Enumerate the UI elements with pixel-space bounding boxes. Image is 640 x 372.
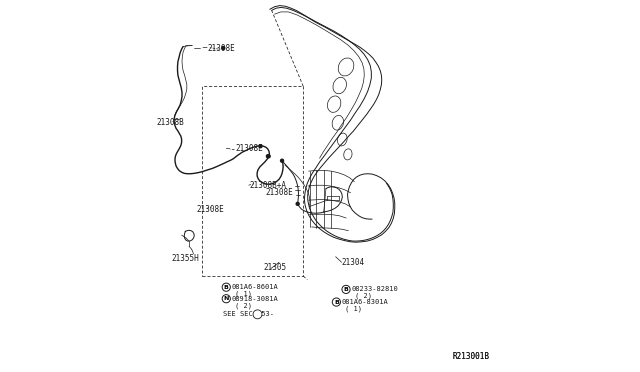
Circle shape [259, 145, 262, 148]
Text: 081A6-8301A: 081A6-8301A [342, 299, 388, 305]
Circle shape [332, 298, 340, 306]
Circle shape [222, 295, 230, 303]
Text: SEE SEC.253-: SEE SEC.253- [223, 311, 273, 317]
Text: 21355H: 21355H [172, 254, 199, 263]
Text: 21308B+A: 21308B+A [250, 181, 286, 190]
Text: ( 2): ( 2) [355, 293, 372, 299]
Circle shape [296, 202, 299, 205]
Text: 081A6-8601A: 081A6-8601A [232, 284, 278, 290]
Text: 21308E: 21308E [196, 205, 224, 214]
Text: B: B [224, 285, 228, 290]
Text: R213001B: R213001B [452, 352, 489, 361]
Text: ( 1): ( 1) [346, 305, 362, 312]
Text: B: B [334, 299, 339, 305]
Text: 21308E: 21308E [235, 144, 263, 153]
Text: B: B [344, 287, 348, 292]
Circle shape [342, 285, 350, 294]
Text: 21308E: 21308E [265, 188, 292, 197]
Circle shape [267, 155, 270, 158]
Text: ( 2): ( 2) [235, 302, 252, 309]
Text: 21308B: 21308B [156, 118, 184, 127]
Circle shape [222, 283, 230, 291]
Text: 21308E: 21308E [207, 44, 236, 53]
Circle shape [280, 159, 284, 162]
Text: 08918-3081A: 08918-3081A [232, 296, 278, 302]
Circle shape [253, 310, 262, 319]
Circle shape [266, 155, 269, 158]
Text: R213001B: R213001B [452, 352, 489, 361]
Text: 21304: 21304 [342, 258, 365, 267]
Text: ( 1): ( 1) [235, 291, 252, 297]
Text: 21305: 21305 [264, 263, 287, 272]
Circle shape [222, 46, 225, 49]
Text: N: N [223, 296, 229, 301]
Text: 08233-82810: 08233-82810 [351, 286, 398, 292]
